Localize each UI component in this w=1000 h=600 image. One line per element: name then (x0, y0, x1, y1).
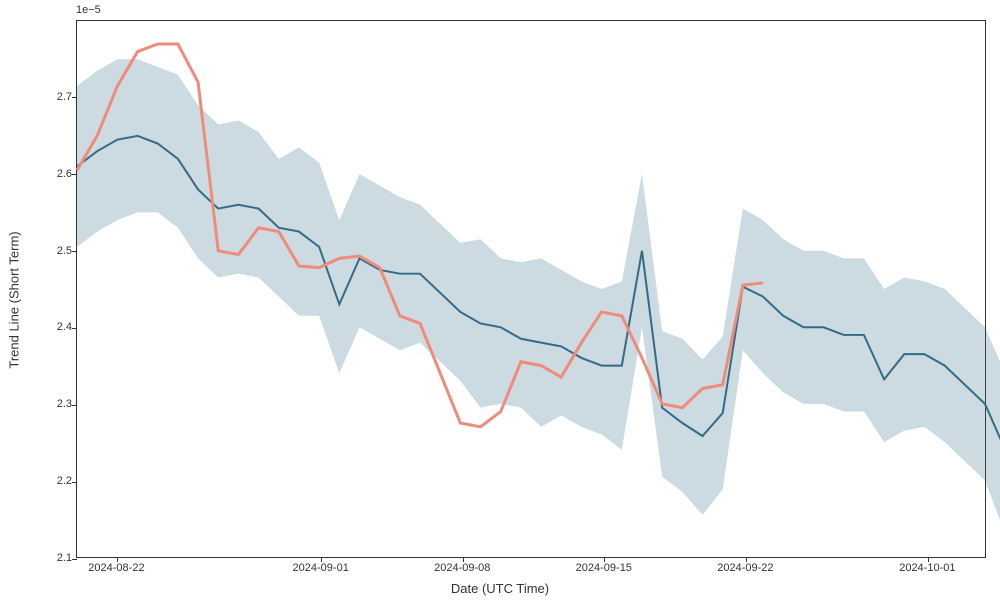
y-tick-mark (72, 174, 77, 175)
x-tick-label: 2024-09-15 (576, 562, 632, 574)
y-tick-label: 2.6 (57, 168, 72, 180)
y-tick-mark (72, 405, 77, 406)
x-tick-label: 2024-08-22 (88, 562, 144, 574)
y-tick-label: 2.4 (57, 321, 72, 333)
y-exponent: 1e−5 (76, 4, 101, 16)
y-tick-mark (72, 559, 77, 560)
x-tick-label: 2024-09-08 (434, 562, 490, 574)
y-axis-label: Trend Line (Short Term) (7, 231, 22, 368)
x-tick-mark (463, 557, 464, 562)
plot-svg (77, 21, 985, 557)
x-tick-mark (604, 557, 605, 562)
y-tick-mark (72, 328, 77, 329)
x-tick-mark (117, 557, 118, 562)
x-tick-mark (928, 557, 929, 562)
y-tick-label: 2.2 (57, 475, 72, 487)
y-tick-label: 2.5 (57, 245, 72, 257)
x-tick-label: 2024-09-22 (717, 562, 773, 574)
trend-chart: 1e−5 Trend Line (Short Term) Date (UTC T… (0, 0, 1000, 600)
x-tick-mark (746, 557, 747, 562)
y-tick-mark (72, 97, 77, 98)
x-tick-label: 2024-10-01 (899, 562, 955, 574)
x-tick-label: 2024-09-01 (293, 562, 349, 574)
y-tick-mark (72, 482, 77, 483)
y-tick-label: 2.1 (57, 552, 72, 564)
plot-area (76, 20, 986, 558)
y-tick-mark (72, 251, 77, 252)
y-tick-label: 2.7 (57, 91, 72, 103)
x-axis-label: Date (UTC Time) (451, 581, 549, 596)
confidence-band (77, 59, 1000, 534)
y-tick-label: 2.3 (57, 398, 72, 410)
x-tick-mark (321, 557, 322, 562)
